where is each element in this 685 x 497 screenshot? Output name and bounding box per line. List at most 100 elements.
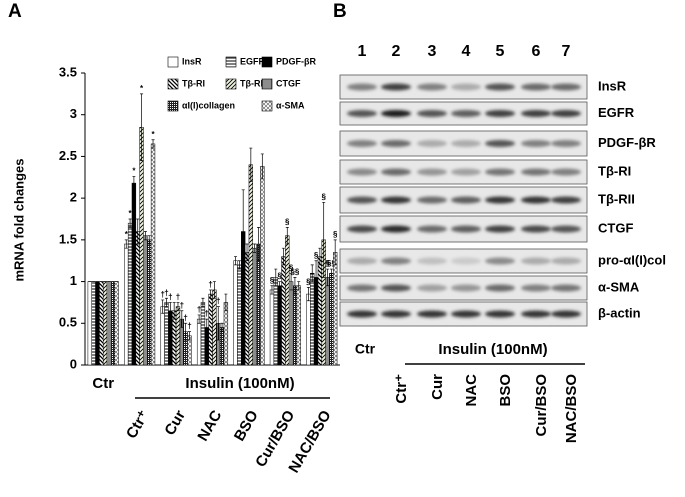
blot-band xyxy=(381,168,411,176)
bar xyxy=(150,143,156,366)
legend-swatch xyxy=(225,78,237,90)
protein-label: InsR xyxy=(598,78,627,93)
bar xyxy=(256,243,261,366)
error-bar xyxy=(147,235,151,245)
significance-marker: † xyxy=(183,313,187,322)
significance-marker: † xyxy=(187,322,191,331)
error-bar xyxy=(161,299,165,314)
lane-number: 5 xyxy=(496,43,505,60)
bar xyxy=(147,239,152,366)
lane-number: 7 xyxy=(562,43,571,60)
error-bar xyxy=(140,93,144,161)
blot-band xyxy=(451,257,481,265)
protein-label: α-SMA xyxy=(598,279,640,294)
blot-band xyxy=(485,225,515,233)
bar xyxy=(143,235,148,366)
bar xyxy=(277,285,282,366)
error-bar xyxy=(184,322,188,341)
bar xyxy=(95,281,100,366)
significance-marker: † xyxy=(160,290,164,299)
error-bar xyxy=(306,287,310,302)
condition-label: NAC xyxy=(463,374,480,407)
significance-marker: † xyxy=(197,305,201,314)
legend-label: PDGF-βR xyxy=(276,56,316,66)
bar xyxy=(317,256,323,366)
blot-band xyxy=(347,284,377,292)
legend-label: α-SMA xyxy=(276,100,305,110)
blot-band xyxy=(551,257,581,265)
y-tick-label: 0.5 xyxy=(59,315,77,330)
blot-band xyxy=(451,140,481,147)
significance-marker: * xyxy=(151,130,155,139)
bar xyxy=(139,126,144,366)
y-tick-label: 1.5 xyxy=(59,231,77,246)
blot-band xyxy=(551,225,581,233)
error-bar xyxy=(151,139,155,149)
bar xyxy=(260,166,265,366)
error-bar xyxy=(128,218,132,228)
bar xyxy=(87,281,92,366)
error-bar xyxy=(197,314,201,324)
bar xyxy=(248,164,254,366)
error-bar xyxy=(326,268,330,287)
bar xyxy=(269,289,275,366)
significance-marker: † xyxy=(168,293,172,302)
blot-band xyxy=(451,83,481,91)
x-tick-label: Ctr⁺ xyxy=(123,407,153,441)
y-tick-label: 0 xyxy=(70,356,77,371)
blot-band xyxy=(485,196,515,204)
bar xyxy=(110,281,115,366)
panel-label: B xyxy=(333,1,347,22)
error-bar xyxy=(333,239,337,266)
blot-band xyxy=(347,257,377,265)
blot-band xyxy=(451,225,481,233)
blot-band xyxy=(451,196,481,204)
y-tick-label: 3 xyxy=(70,106,77,121)
significance-marker: § xyxy=(277,272,282,281)
blot-band xyxy=(551,196,581,204)
error-bar xyxy=(136,218,140,245)
blot-band xyxy=(381,257,411,265)
significance-marker: * xyxy=(129,209,133,218)
bar xyxy=(164,302,169,366)
bar xyxy=(333,252,338,366)
bar xyxy=(102,281,108,366)
protein-label: Tβ-RII xyxy=(598,191,635,206)
blot-band xyxy=(551,284,581,292)
condition-label: Ctr⁺ xyxy=(393,374,410,404)
significance-marker: §§ xyxy=(327,259,336,268)
y-tick-label: 2.5 xyxy=(59,148,77,163)
legend-label: αI(I)collagen xyxy=(182,100,235,110)
protein-label: pro-αI(I)col xyxy=(598,252,666,267)
error-bar xyxy=(180,310,184,328)
error-bar xyxy=(281,247,285,266)
blot-band xyxy=(551,140,581,147)
bar xyxy=(208,293,213,366)
error-bar xyxy=(234,256,238,266)
blot-band xyxy=(381,196,411,204)
blot-band xyxy=(451,110,481,117)
significance-marker: † xyxy=(208,280,212,289)
blot-band xyxy=(485,168,515,176)
significance-marker: † xyxy=(176,293,180,302)
lane-number: 3 xyxy=(428,43,437,60)
bar xyxy=(160,306,165,366)
blot-band xyxy=(451,284,481,292)
protein-label: CTGF xyxy=(598,220,633,235)
blot-band xyxy=(551,168,581,176)
blot-band xyxy=(521,168,551,176)
significance-marker: §§ xyxy=(290,268,299,277)
group-label: Insulin (100nM) xyxy=(185,375,294,392)
significance-marker: * xyxy=(125,230,129,239)
blot-band xyxy=(417,168,447,176)
error-bar xyxy=(260,153,264,180)
error-bar xyxy=(220,322,224,332)
error-bar xyxy=(124,239,128,249)
error-bar xyxy=(318,247,322,266)
significance-marker: § xyxy=(306,278,311,287)
error-bar xyxy=(249,147,253,182)
bar xyxy=(292,285,298,366)
blot-band xyxy=(417,83,447,91)
bar xyxy=(127,222,133,366)
